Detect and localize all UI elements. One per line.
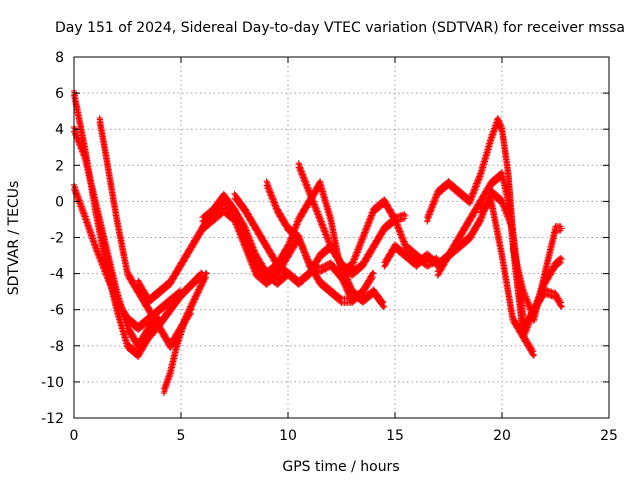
series-track-3 — [71, 181, 184, 333]
chart-title: Day 151 of 2024, Sidereal Day-to-day VTE… — [55, 20, 625, 36]
data-points — [71, 87, 565, 397]
